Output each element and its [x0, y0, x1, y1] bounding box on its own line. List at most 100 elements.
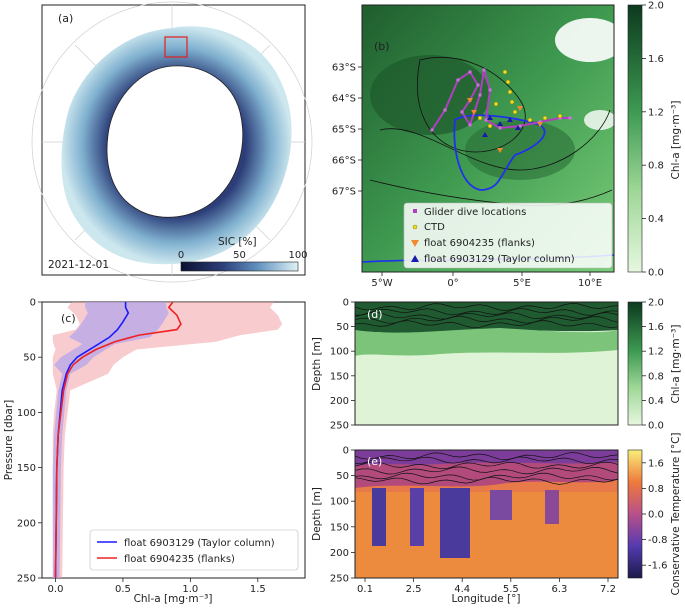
float-flanks-marker [467, 98, 473, 103]
x-tick-label: 6.3 [551, 584, 567, 595]
sic-colorbar-label: SIC [%] [218, 236, 257, 248]
ct-cold-patch [372, 488, 386, 546]
ctd-marker [557, 113, 563, 119]
x-tick-label: 0° [447, 278, 458, 289]
x-tick-label: 5.5 [503, 584, 519, 595]
x-tick-label: 0.0 [48, 584, 64, 595]
chl-colorbar-b-bar [627, 4, 643, 273]
ct-colorbar-label: Conservative Temperature [°C] [670, 433, 682, 596]
bathymetry-contour [379, 109, 611, 171]
glider-dive-marker [430, 128, 434, 132]
study-region-box [164, 36, 188, 58]
y-tick-label: 50 [336, 322, 349, 333]
y-tick-label: 250 [330, 421, 349, 432]
contour-line [354, 311, 619, 320]
ct-colorbar: -1.6 -0.8 0.0 0.8 1.6 Conservative Temperatu… [627, 433, 682, 596]
legend-entry: float 6903129 (Taylor column) [124, 538, 275, 549]
x-tick-label: 1.0 [182, 584, 198, 595]
contour-line [355, 461, 618, 470]
y-tick-label: 200 [330, 396, 349, 407]
glider-dive-marker [456, 78, 460, 82]
ct-cold-patch [440, 488, 470, 558]
panel-e-ylabel: Depth [m] [311, 487, 323, 541]
sea-ice-ring [61, 26, 292, 265]
colorbar-tick-label: 1.2 [648, 347, 664, 358]
contour-line [355, 466, 618, 475]
contour-line [354, 308, 619, 316]
glider-dive-marker [476, 83, 480, 87]
x-tick-label: 5°E [513, 278, 531, 289]
colorbar-tick-label: 100 [288, 250, 307, 261]
legend-entry: float 6903129 (Taylor column) [424, 254, 575, 265]
legend-marker-ctd [412, 224, 418, 230]
contour-line [355, 456, 618, 465]
y-tick-label: 50 [23, 353, 36, 364]
legend-marker-float-flanks [411, 240, 419, 247]
float-taylor-marker [497, 121, 503, 126]
panel-c-label: (c) [61, 312, 76, 325]
glider-dive-marker [568, 116, 572, 120]
panel-b: (b) 63°S 64°S 65°S 66°S 67°S 5°W 0° 5°E 10°E Gl… [332, 1, 682, 290]
colorbar-tick-label: 0.0 [648, 268, 664, 279]
float-taylor-marker [482, 132, 488, 137]
ctd-marker [509, 99, 515, 105]
y-tick-label: 250 [330, 574, 349, 585]
y-tick-label: 100 [330, 347, 349, 358]
colorbar-tick-label: -0.8 [648, 535, 668, 546]
y-tick-label: 0 [343, 298, 349, 309]
panel-e-label: (e) [367, 455, 382, 468]
float-flanks-marker [517, 106, 523, 111]
panel-c: 0.0 0.5 1.0 1.5 0 50 100 150 200 250 (c) Chl-a [m… [3, 298, 306, 605]
panel-a: (a) 2021-12-01 SIC [%] 0 50 100 [31, 1, 313, 283]
chl-colorbar-b: 0.0 0.4 0.8 1.2 1.6 2.0 Chl-a [mg·m⁻³] [627, 1, 682, 279]
chl-colorbar-d-label: Chl-a [mg·m⁻³] [670, 325, 682, 404]
bloom-patch [465, 120, 575, 180]
colorbar-tick-label: 0.8 [648, 484, 664, 495]
legend-entry: float 6904235 (flanks) [124, 554, 235, 565]
x-tick-label: 10°E [578, 278, 602, 289]
chl-colorbar-b-label: Chl-a [mg·m⁻³] [670, 101, 682, 180]
ctd-marker [487, 123, 493, 129]
chl-colorbar-d: 0.0 0.4 0.8 1.2 1.6 2.0 Chl-a [mg·m⁻³] [627, 298, 682, 432]
colorbar-tick-label: 1.6 [648, 458, 664, 469]
colorbar-tick-label: 1.6 [648, 322, 664, 333]
chl-colorbar-d-bar [627, 301, 643, 426]
glider-dive-marker [478, 93, 482, 97]
panel-d-label: (d) [367, 308, 383, 321]
contour-line [354, 302, 619, 311]
glider-dive-marker [518, 124, 522, 128]
glider-dive-marker [488, 88, 492, 92]
legend-box [89, 529, 299, 571]
legend-entry: Glider dive locations [424, 207, 526, 218]
profile-line [54, 301, 182, 579]
y-tick-label: 0 [343, 446, 349, 457]
bathymetry-contour [417, 57, 526, 153]
x-tick-label: 5°W [371, 278, 392, 289]
legend-marker-float-taylor [411, 255, 419, 262]
panel-a-label: (a) [58, 12, 73, 25]
panel-b-legend: Glider dive locations CTD float 6904235 … [403, 202, 613, 269]
chl-surface-layer [355, 302, 618, 334]
ctd-marker [512, 109, 518, 115]
legend-entry: CTD [424, 222, 445, 233]
ctd-marker [477, 115, 483, 121]
ct-band [355, 492, 618, 578]
glider-dive-marker [498, 126, 502, 130]
ctd-marker [493, 101, 499, 107]
panel-d-frame [354, 301, 619, 426]
taylor-column-contour [453, 114, 546, 191]
x-tick-label: 0.1 [357, 584, 373, 595]
glider-dive-marker [468, 70, 472, 74]
ct-cold-patch [410, 488, 424, 546]
chl-subsurface-layer [355, 328, 618, 356]
ctd-stations [477, 69, 563, 129]
colorbar-tick-label: 0 [178, 250, 184, 261]
ct-cold-patch [490, 490, 512, 520]
legend-box [403, 202, 613, 269]
panel-c-xlabel: Chl-a [mg·m⁻³] [134, 593, 213, 605]
y-tick-label: 250 [17, 574, 36, 585]
ctd-marker [542, 115, 548, 121]
y-tick-label: 150 [330, 522, 349, 533]
colorbar-tick-label: 1.6 [648, 54, 664, 65]
